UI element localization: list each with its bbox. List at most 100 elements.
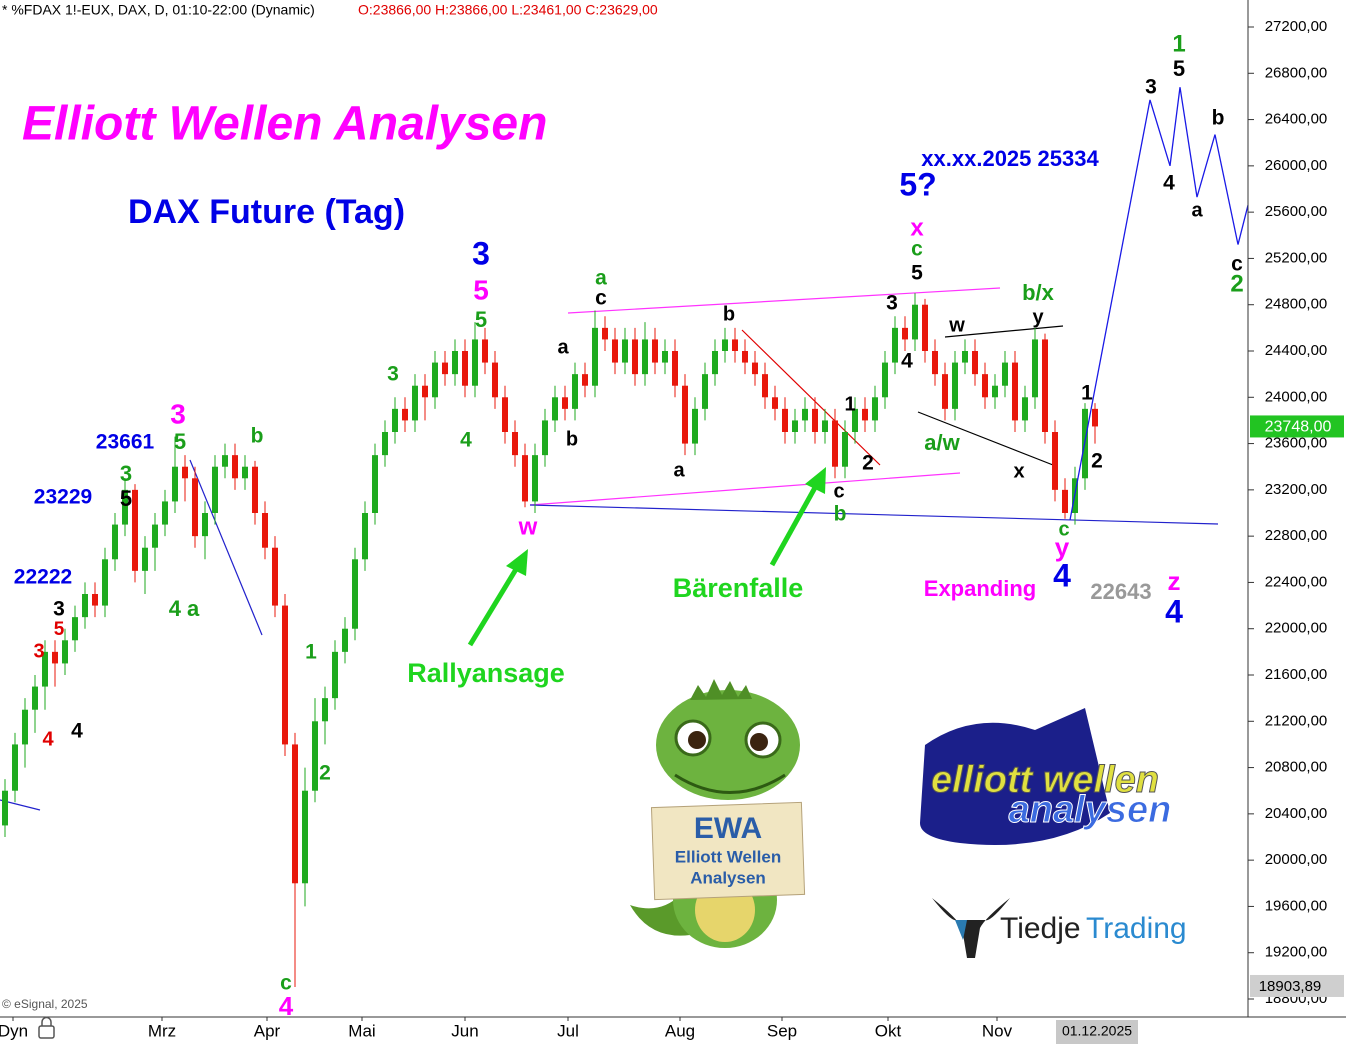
wave-label: 3 (472, 235, 490, 271)
candle-body (342, 628, 348, 652)
candle-body (702, 374, 708, 409)
candle-body (222, 455, 228, 467)
candle-body (712, 351, 718, 375)
candle-body (462, 351, 468, 386)
wave-label: b/x (1022, 280, 1055, 305)
candle-body (532, 455, 538, 502)
candle-body (52, 651, 58, 664)
copyright: © eSignal, 2025 (2, 997, 88, 1011)
trend-line (741, 329, 881, 466)
sign-line: Elliott Wellen (675, 847, 781, 866)
lock-icon (38, 1016, 55, 1039)
y-tick-label: 22000,00 (1265, 620, 1328, 637)
wave-label: 4 (1165, 593, 1183, 629)
y-tick-label: 24400,00 (1265, 342, 1328, 359)
x-tick-label: Aug (665, 1021, 695, 1040)
trend-line (944, 325, 1064, 338)
wave-label: c (280, 972, 292, 995)
candle-body (72, 617, 78, 641)
candle-body (422, 385, 428, 398)
candle-body (392, 408, 398, 432)
wave-label: 4 (1053, 557, 1071, 593)
candle-body (762, 374, 768, 398)
logo-text: analysen (1009, 789, 1172, 831)
candle-body (982, 374, 988, 398)
current-date: 01.12.2025 (1062, 1023, 1132, 1039)
candle-body (512, 432, 518, 456)
wave-label: c (1231, 253, 1243, 276)
arrow (467, 564, 521, 647)
y-tick-label: 20800,00 (1265, 759, 1328, 776)
candle-body (622, 339, 628, 363)
candle-body (312, 721, 318, 791)
wave-label: x (910, 214, 924, 241)
candle-body (432, 362, 438, 398)
wave-label: 3 (33, 640, 44, 662)
low-marker-label: 18903,89 (1259, 978, 1322, 995)
candle-body (1062, 489, 1068, 513)
candle-body (2, 790, 8, 826)
candle-body (1002, 362, 1008, 386)
header-ohlc: O:23866,00 H:23866,00 L:23461,00 C:23629… (358, 2, 658, 18)
candle-body (162, 501, 168, 525)
trend-line (189, 459, 263, 636)
candle-body (612, 339, 618, 363)
candle-body (142, 547, 148, 571)
x-tick-label: Nov (982, 1021, 1013, 1040)
x-tick-label: Apr (254, 1021, 281, 1040)
wave-label: 4 (901, 350, 913, 373)
candle-body (132, 489, 138, 571)
candle-body (172, 466, 178, 502)
wave-label: 1 (305, 641, 317, 664)
candle-body (772, 397, 778, 409)
wave-label: w (948, 314, 965, 336)
wave-label: c (1058, 518, 1069, 540)
y-tick-label: 23600,00 (1265, 435, 1328, 452)
low-marker-box (1250, 974, 1344, 997)
candle-body (32, 686, 38, 710)
candle-body (682, 385, 688, 444)
wave-label: Expanding (924, 576, 1036, 601)
candle-body (452, 351, 458, 375)
ewa-logo: elliott wellen analysen (920, 708, 1172, 845)
trend-lines (0, 287, 1219, 811)
wave-label: 3 (53, 598, 65, 621)
candle-body (992, 385, 998, 398)
y-tick-label: 25600,00 (1265, 203, 1328, 220)
wave-label: 3 (120, 461, 132, 486)
wave-label: z (1168, 566, 1181, 596)
sign-line: Analysen (690, 868, 766, 887)
candle-body (892, 327, 898, 363)
candle-body (352, 559, 358, 629)
arrow (769, 482, 820, 567)
candle-body (1012, 362, 1018, 421)
wave-label: w (518, 513, 538, 540)
wave-label: 2 (1091, 450, 1103, 473)
candle-body (1022, 397, 1028, 421)
wave-label: Bärenfalle (673, 573, 804, 603)
candle-body (652, 339, 658, 363)
y-tick-label: 20400,00 (1265, 805, 1328, 822)
trend-line (529, 504, 1219, 525)
y-tick-label: 22400,00 (1265, 573, 1328, 590)
wave-label: 4 (1163, 172, 1175, 195)
candle-body (112, 524, 118, 560)
wave-label: c (833, 480, 844, 502)
wave-label: 2 (1230, 270, 1243, 297)
overlay: 18800,0019200,0019600,0020000,0020400,00… (0, 18, 1344, 1040)
candle-body (42, 651, 48, 687)
wave-label: a (557, 336, 569, 358)
candle-body (442, 362, 448, 375)
wave-label: 3 (886, 292, 898, 315)
candle-body (472, 339, 478, 386)
wave-label: 1 (1172, 30, 1185, 57)
candle-body (212, 466, 218, 513)
candle-body (1052, 432, 1058, 490)
candle-body (672, 351, 678, 386)
wave-label: 5? (899, 166, 936, 202)
y-tick-label: 21600,00 (1265, 666, 1328, 683)
candle-body (202, 513, 208, 537)
candle-body (822, 420, 828, 432)
candle-body (22, 709, 28, 745)
wave-label: 1 (1081, 382, 1093, 405)
